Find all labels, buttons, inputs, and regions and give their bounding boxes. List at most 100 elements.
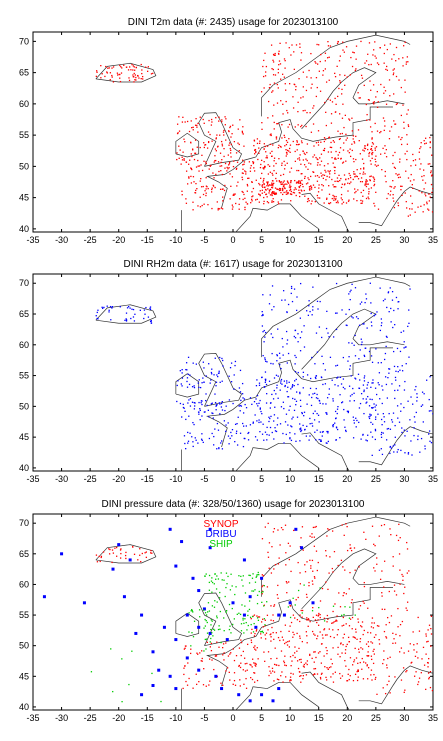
data-point xyxy=(393,590,396,592)
data-point xyxy=(346,137,348,139)
data-point xyxy=(323,140,326,143)
data-point xyxy=(391,419,393,421)
data-point xyxy=(400,679,403,681)
x-tick-label: -25 xyxy=(84,235,97,245)
data-point xyxy=(387,616,389,619)
data-point xyxy=(187,442,189,444)
data-point xyxy=(367,99,370,101)
data-point xyxy=(319,600,322,602)
data-point xyxy=(302,185,304,188)
data-point xyxy=(96,311,98,314)
data-point xyxy=(380,418,383,421)
data-point xyxy=(324,138,327,141)
data-point xyxy=(254,664,256,666)
data-point xyxy=(203,122,205,124)
data-point xyxy=(269,402,272,404)
data-point xyxy=(333,197,335,199)
data-point xyxy=(299,423,301,425)
data-point xyxy=(423,393,425,395)
data-point xyxy=(401,185,403,188)
data-point xyxy=(369,175,371,178)
data-point xyxy=(305,166,307,168)
data-point xyxy=(215,385,217,387)
data-point xyxy=(194,152,196,154)
data-point xyxy=(211,632,213,634)
data-point xyxy=(354,334,356,337)
data-point xyxy=(103,306,105,309)
data-point xyxy=(289,180,292,182)
data-point xyxy=(302,96,304,98)
data-point xyxy=(287,606,290,608)
data-point xyxy=(289,184,291,186)
data-point xyxy=(297,589,300,592)
data-point xyxy=(397,539,400,542)
data-point xyxy=(314,526,316,528)
data-point xyxy=(306,642,308,644)
data-point xyxy=(312,156,314,158)
data-point xyxy=(211,591,213,593)
data-point xyxy=(182,116,184,118)
data-point xyxy=(315,387,317,390)
data-point xyxy=(382,662,384,665)
data-point xyxy=(263,87,265,89)
data-point xyxy=(288,630,290,632)
data-point xyxy=(397,417,399,419)
data-point xyxy=(197,411,200,413)
data-point xyxy=(334,97,336,100)
data-point xyxy=(133,66,135,68)
data-point xyxy=(261,376,263,379)
data-point xyxy=(349,365,352,367)
data-point xyxy=(385,345,387,348)
coastline xyxy=(95,62,157,83)
data-point xyxy=(348,641,351,643)
data-point xyxy=(403,389,406,391)
data-point xyxy=(290,200,292,202)
data-point xyxy=(281,671,283,673)
data-point xyxy=(288,138,290,140)
data-point xyxy=(363,380,366,382)
data-point xyxy=(301,183,304,186)
data-point xyxy=(262,75,265,78)
data-point xyxy=(401,370,404,372)
data-point xyxy=(360,343,363,346)
data-point xyxy=(386,336,388,338)
data-point xyxy=(237,416,239,418)
data-point xyxy=(303,164,306,166)
data-point xyxy=(233,374,235,376)
data-point xyxy=(228,443,230,445)
data-point xyxy=(255,199,257,201)
data-point xyxy=(282,639,285,641)
data-point xyxy=(425,688,427,691)
data-point xyxy=(361,77,364,79)
data-point xyxy=(332,629,334,631)
data-point xyxy=(215,578,217,580)
data-point xyxy=(180,163,182,165)
data-point xyxy=(335,111,337,113)
data-point xyxy=(275,177,277,180)
data-point xyxy=(390,186,393,188)
data-point xyxy=(372,151,374,154)
data-point xyxy=(386,397,389,399)
data-point xyxy=(220,207,223,209)
data-point xyxy=(297,596,299,599)
data-point xyxy=(111,67,113,69)
data-point xyxy=(338,174,340,177)
data-point xyxy=(152,72,154,75)
data-point xyxy=(376,625,379,627)
data-point xyxy=(430,627,432,630)
data-point xyxy=(283,442,285,444)
data-point xyxy=(427,163,429,165)
data-point xyxy=(326,397,329,399)
data-point xyxy=(313,668,315,670)
data-point xyxy=(339,74,341,76)
data-point xyxy=(377,362,379,364)
data-point xyxy=(181,385,183,387)
data-point xyxy=(315,142,318,144)
data-point xyxy=(337,200,339,202)
data-point xyxy=(366,440,368,442)
data-point xyxy=(334,76,337,78)
data-point xyxy=(277,417,279,419)
data-point xyxy=(313,154,316,156)
data-point xyxy=(367,148,369,151)
data-point xyxy=(219,381,221,383)
